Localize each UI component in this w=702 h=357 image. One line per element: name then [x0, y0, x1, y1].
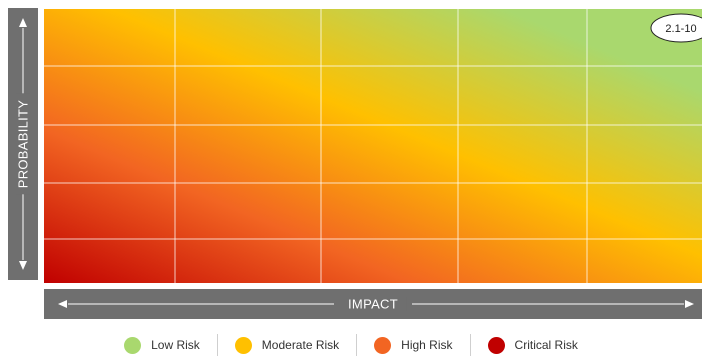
- y-axis-title: PROBABILITY: [15, 93, 31, 195]
- callout-label: 2.1-10: [665, 23, 696, 35]
- legend: Low Risk Moderate Risk High Risk Critical R…: [0, 333, 702, 357]
- y-axis-arrow: [19, 18, 27, 270]
- risk-heatmap: 2.1-10: [44, 9, 702, 283]
- legend-item-low-risk: Low Risk: [107, 334, 217, 356]
- legend-swatch: [487, 336, 505, 354]
- legend-item-moderate-risk: Moderate Risk: [216, 334, 356, 356]
- legend-label: Critical Risk: [514, 338, 578, 352]
- legend-swatch: [234, 336, 252, 354]
- legend-swatch: [374, 336, 392, 354]
- legend-label: High Risk: [401, 338, 453, 352]
- x-axis-title: IMPACT: [340, 296, 406, 312]
- callout-bubble: [650, 13, 702, 43]
- legend-label: Moderate Risk: [261, 338, 340, 352]
- legend-item-high-risk: High Risk: [356, 334, 469, 356]
- heatmap-background: [44, 9, 702, 283]
- x-axis-arrow: [58, 300, 694, 308]
- legend-item-critical-risk: Critical Risk: [469, 334, 595, 356]
- legend-label: Low Risk: [151, 338, 200, 352]
- legend-swatch: [124, 336, 142, 354]
